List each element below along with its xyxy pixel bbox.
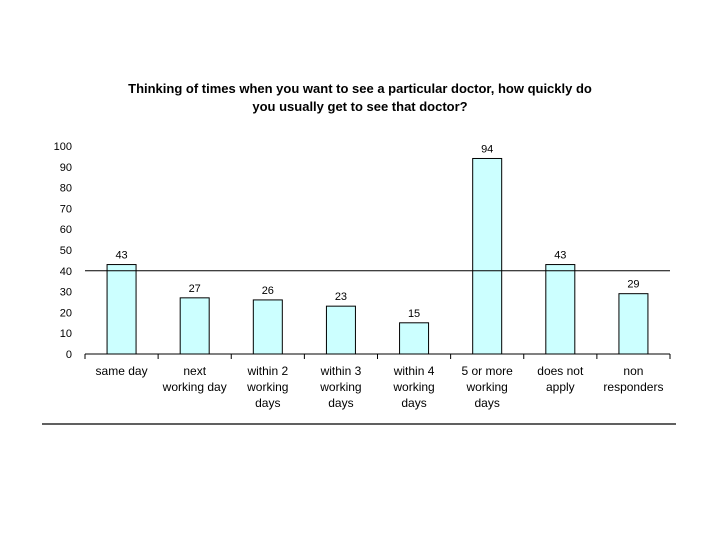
y-tick-label-10: 10 bbox=[60, 328, 72, 340]
y-axis-tick-labels: 0 10 20 30 40 50 60 70 80 90 100 bbox=[54, 141, 72, 361]
category-label-2-line-2: days bbox=[255, 396, 280, 410]
category-label-4-line-1: working bbox=[392, 380, 434, 394]
bar-4 bbox=[399, 322, 430, 355]
category-label-5-line-2: days bbox=[475, 396, 500, 410]
category-label-5: 5 or more working days bbox=[462, 364, 514, 410]
y-tick-label-70: 70 bbox=[60, 203, 72, 215]
category-label-6: does not apply bbox=[537, 364, 584, 394]
bar-2 bbox=[252, 299, 283, 355]
category-label-3-line-0: within 3 bbox=[320, 364, 362, 378]
chart-title-line-1: Thinking of times when you want to see a… bbox=[128, 81, 592, 96]
data-label-3: 23 bbox=[335, 291, 347, 303]
chart-title: Thinking of times when you want to see a… bbox=[128, 81, 592, 114]
y-tick-label-50: 50 bbox=[60, 245, 72, 257]
y-tick-label-0: 0 bbox=[66, 349, 72, 361]
category-label-4-line-2: days bbox=[401, 396, 426, 410]
bar-6 bbox=[545, 264, 576, 355]
category-label-5-line-0: 5 or more bbox=[462, 364, 514, 378]
data-label-4: 15 bbox=[408, 308, 420, 320]
y-tick-label-100: 100 bbox=[54, 141, 72, 153]
category-label-6-line-0: does not bbox=[537, 364, 584, 378]
category-label-3: within 3 working days bbox=[319, 364, 361, 410]
category-label-1-line-1: working day bbox=[162, 380, 227, 394]
category-label-5-line-1: working bbox=[466, 380, 508, 394]
category-label-6-line-1: apply bbox=[546, 380, 575, 394]
y-tick-label-60: 60 bbox=[60, 224, 72, 236]
y-tick-label-90: 90 bbox=[60, 162, 72, 174]
category-label-2: within 2 working days bbox=[246, 364, 288, 410]
category-label-0: same day bbox=[96, 364, 148, 378]
category-label-2-line-0: within 2 bbox=[246, 364, 288, 378]
x-axis-category-labels: same day next working day within 2 working da… bbox=[96, 364, 664, 410]
data-label-0: 43 bbox=[115, 250, 127, 262]
data-label-1: 27 bbox=[189, 283, 201, 295]
data-label-2: 26 bbox=[262, 285, 274, 297]
category-label-4: within 4 working days bbox=[392, 364, 434, 410]
category-label-2-line-1: working bbox=[246, 380, 288, 394]
bar-5 bbox=[472, 157, 503, 355]
category-label-1: next working day bbox=[162, 364, 227, 394]
y-tick-label-20: 20 bbox=[60, 307, 72, 319]
chart-title-line-2: you usually get to see that doctor? bbox=[252, 99, 467, 114]
y-tick-label-40: 40 bbox=[60, 266, 72, 278]
data-label-6: 43 bbox=[554, 250, 566, 262]
bar-0 bbox=[106, 264, 137, 355]
category-label-7-line-1: responders bbox=[603, 380, 663, 394]
data-labels: 43 27 26 23 15 94 43 29 bbox=[115, 143, 639, 319]
category-label-1-line-0: next bbox=[183, 364, 206, 378]
y-tick-label-30: 30 bbox=[60, 287, 72, 299]
data-label-5: 94 bbox=[481, 143, 493, 155]
bar-1 bbox=[179, 297, 210, 355]
category-label-3-line-1: working bbox=[319, 380, 361, 394]
x-axis-tick-marks bbox=[84, 354, 671, 359]
bar-3 bbox=[325, 305, 356, 355]
data-label-7: 29 bbox=[627, 279, 639, 291]
bar-7 bbox=[618, 293, 649, 355]
y-tick-label-80: 80 bbox=[60, 183, 72, 195]
category-label-7: non responders bbox=[603, 364, 663, 394]
category-label-3-line-2: days bbox=[328, 396, 353, 410]
category-label-0-line-0: same day bbox=[96, 364, 148, 378]
category-label-7-line-0: non bbox=[623, 364, 643, 378]
bar-series bbox=[106, 157, 649, 355]
category-label-4-line-0: within 4 bbox=[393, 364, 435, 378]
